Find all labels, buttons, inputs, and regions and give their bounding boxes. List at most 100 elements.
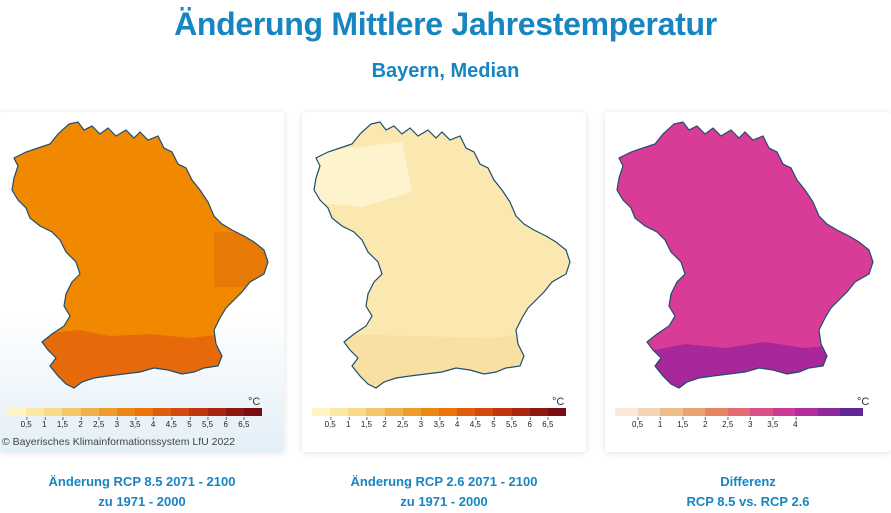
legend-swatch [225,408,244,416]
legend-tick-label: 5,5 [506,417,518,429]
page-title: Änderung Mittlere Jahrestemperatur [174,6,717,42]
bavaria-map-rcp26[interactable] [302,112,586,396]
legend-tick-label: 5 [491,417,496,429]
legend-swatch [840,408,864,416]
legend-swatch [727,408,751,416]
caption-line: zu 1971 - 2000 [98,494,186,509]
legend-swatch [348,408,367,416]
color-legend [312,408,566,416]
legend-swatch [44,408,63,416]
caption-rcp85: Änderung RCP 8.5 2071 - 2100 zu 1971 - 2… [0,472,284,512]
color-legend [8,408,262,416]
legend-tick-label: 0,5 [20,417,32,429]
legend-swatch [475,408,494,416]
legend-tick-label: 6 [223,417,228,429]
caption-line: RCP 8.5 vs. RCP 2.6 [686,494,810,509]
legend-swatch [98,408,117,416]
caption-line: zu 1971 - 2000 [400,494,488,509]
caption-line: Änderung RCP 2.6 2071 - 2100 [350,474,538,489]
legend-tick-label: 3,5 [767,417,779,429]
legend-tick-label: 2,5 [722,417,734,429]
legend-swatch [402,408,421,416]
legend-swatch [366,408,385,416]
legend-swatch [795,408,818,416]
legend-swatch [62,408,81,416]
legend-swatch [26,408,45,416]
legend-tick-label: 4 [150,417,156,429]
legend-swatch [511,408,530,416]
bavaria-map-rcp85[interactable] [0,112,284,396]
map-panel-difference: °C 0,5 1 1,5 2 2,5 3 3,5 4 [605,112,891,452]
legend-swatch [80,408,99,416]
legend-tick-label: 6,5 [238,417,250,429]
legend-tick-label: 2 [702,417,708,429]
legend-tick-label: 5,5 [202,417,214,429]
legend-tick-label: 0,5 [631,417,644,429]
legend-swatch [243,408,262,416]
legend-swatch [547,408,566,416]
legend-swatch [457,408,476,416]
copyright-text: © Bayerisches Klimainformationssystem Lf… [2,436,235,448]
legend-swatch [189,408,208,416]
legend-tick-label: 1 [42,417,47,429]
legend-tick-label: 1 [657,417,663,429]
caption-line: Differenz [720,474,776,489]
legend-tick-label: 2,5 [93,417,105,429]
legend-swatch [615,408,638,416]
legend-tick-label: 4 [793,417,798,429]
legend-swatch [682,408,706,416]
legend-swatch [153,408,172,416]
unit-label: °C [248,396,261,408]
legend-swatch [171,408,190,416]
legend-ticks: 0,5 1 1,5 2 2,5 3 3,5 4 [615,417,863,432]
legend-swatch [207,408,226,416]
legend-tick-label: 2 [78,417,83,429]
legend-tick-label: 1,5 [677,417,689,429]
map-fill-east [214,232,268,287]
map-panel-rcp26: °C 0,5 1 1,5 2 2,5 3 3,5 4 4,5 5 5,5 6 6,5 [302,112,586,452]
legend-tick-label: 4,5 [469,417,481,429]
caption-difference: Differenz RCP 8.5 vs. RCP 2.6 [605,472,891,512]
legend-tick-label: 3,5 [129,417,141,429]
legend-swatch [705,408,728,416]
legend-tick-label: 1,5 [56,417,68,429]
bavaria-map-difference[interactable] [605,112,891,396]
legend-tick-label: 2,5 [397,417,409,429]
legend-swatch [529,408,548,416]
legend-ticks: 0,5 1 1,5 2 2,5 3 3,5 4 4,5 5 5,5 6 6,5 [312,417,566,432]
caption-rcp26: Änderung RCP 2.6 2071 - 2100 zu 1971 - 2… [302,472,586,512]
legend-swatch [330,408,349,416]
legend-swatch [772,408,796,416]
legend-tick-label: 4,5 [165,417,177,429]
map-fill-south [645,342,845,388]
legend-swatch [750,408,773,416]
caption-line: Änderung RCP 8.5 2071 - 2100 [48,474,236,489]
legend-tick-label: 6,5 [542,417,554,429]
legend-swatch [384,408,403,416]
map-fill-north [314,142,412,207]
legend-tick-label: 2 [382,417,387,429]
legend-tick-label: 5 [187,417,192,429]
legend-swatch [660,408,683,416]
legend-tick-label: 3 [748,417,753,429]
color-legend [615,408,864,416]
legend-swatch [637,408,661,416]
legend-tick-label: 6 [527,417,532,429]
legend-swatch [134,408,154,416]
legend-tick-label: 3,5 [433,417,445,429]
page-subtitle: Bayern, Median [371,60,520,82]
legend-tick-label: 4 [454,417,460,429]
legend-swatch [817,408,841,416]
legend-swatch [420,408,439,416]
unit-label: °C [552,396,565,408]
legend-tick-label: 1 [346,417,351,429]
unit-label: °C [857,396,870,408]
legend-tick-label: 1,5 [360,417,372,429]
legend-swatch [312,408,331,416]
legend-ticks: 0,5 1 1,5 2 2,5 3 3,5 4 4,5 5 5,5 6 6,5 [8,417,262,432]
legend-tick-label: 0,5 [324,417,336,429]
legend-tick-label: 3 [418,417,424,429]
map-panel-rcp85: °C 0,5 1 1,5 2 2,5 3 3,5 4 4,5 5 5,5 6 6,5 © Bayeris… [0,112,284,452]
legend-swatch [8,408,27,416]
legend-swatch [116,408,135,416]
